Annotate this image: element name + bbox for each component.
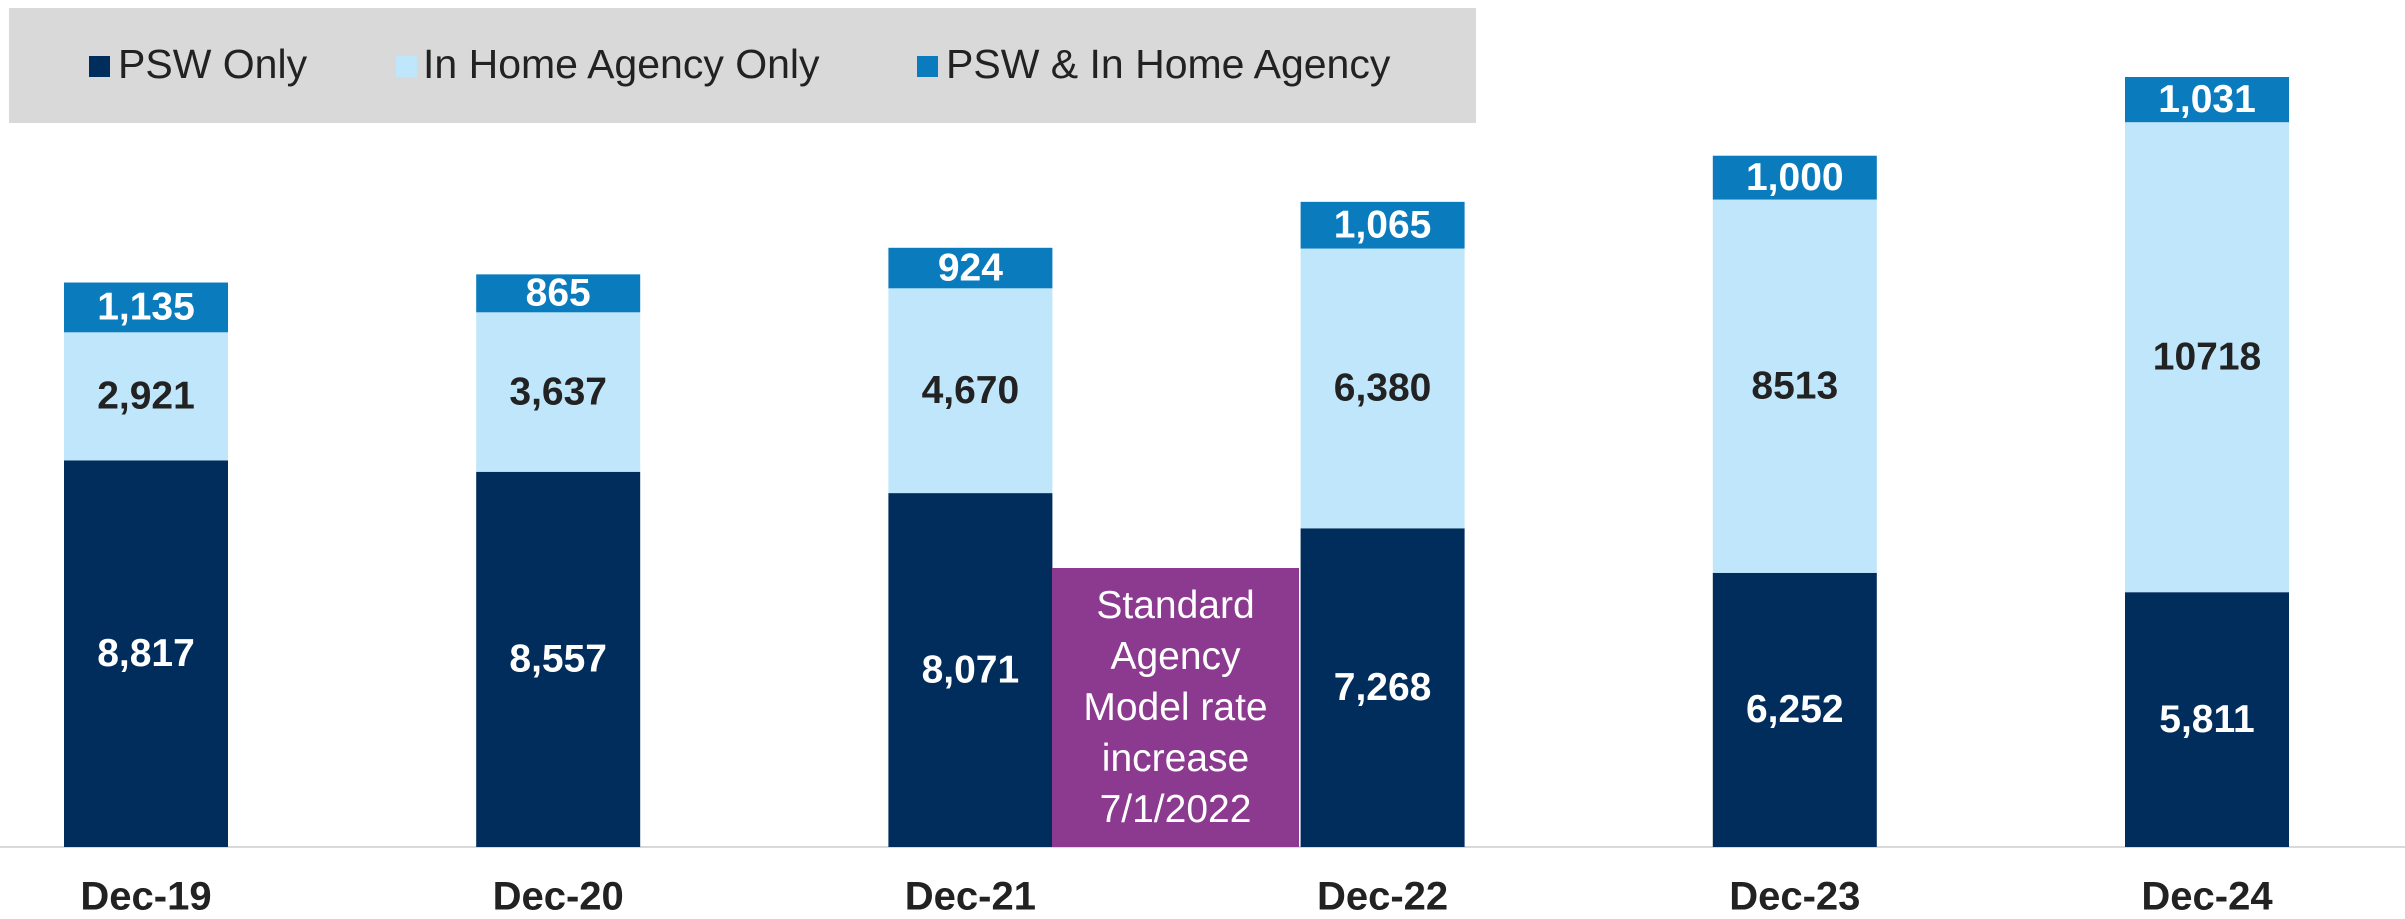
bar-segment [888, 288, 1053, 494]
legend-label: PSW & In Home Agency [946, 41, 1391, 87]
value-label: 2,921 [97, 375, 195, 418]
value-label: 8513 [1751, 365, 1838, 408]
bar-segment [888, 247, 1053, 289]
bar-segment [2125, 592, 2289, 847]
bar-segment [1712, 155, 1877, 200]
x-tick-label: Dec-20 [493, 875, 624, 919]
bar-segment [1300, 248, 1465, 529]
value-label: 1,065 [1334, 203, 1432, 246]
value-label: 10718 [2153, 335, 2261, 378]
value-label: 1,000 [1746, 156, 1844, 199]
value-label: 5,811 [2159, 698, 2254, 741]
value-label: 7,268 [1334, 666, 1432, 709]
value-label: 1,135 [97, 286, 195, 329]
bar-segment [64, 282, 228, 333]
bar-segment [1300, 201, 1465, 249]
value-label: 3,637 [509, 370, 607, 413]
bar-segment [1300, 528, 1465, 847]
bar-segment [2125, 122, 2289, 593]
legend-box [9, 8, 1476, 123]
bar-segment [64, 460, 228, 847]
x-tick-label: Dec-22 [1317, 875, 1448, 919]
value-label: 1,031 [2158, 78, 2256, 121]
bar-segment [2125, 77, 2289, 123]
x-tick-label: Dec-19 [80, 875, 211, 919]
legend-swatch [917, 56, 938, 77]
annotation: Standard Agency Model rate increase 7/1/… [1052, 568, 1299, 847]
x-tick-label: Dec-23 [1729, 875, 1860, 919]
bar-segment [1712, 199, 1877, 573]
value-label: 8,557 [509, 638, 607, 681]
value-label: 924 [938, 246, 1003, 289]
legend-swatch [396, 56, 417, 77]
x-tick-label: Dec-24 [2141, 875, 2273, 919]
bar-segment [1712, 572, 1877, 847]
value-label: 865 [526, 272, 591, 315]
legend-label: In Home Agency Only [423, 41, 820, 87]
bar-segment [64, 332, 228, 461]
value-label: 4,670 [922, 369, 1020, 412]
x-tick-label: Dec-21 [905, 875, 1036, 919]
value-label: 6,380 [1334, 367, 1432, 410]
value-label: 8,071 [922, 648, 1020, 691]
value-label: 8,817 [97, 632, 195, 675]
legend-label: PSW Only [118, 41, 308, 87]
bar-segment [476, 274, 641, 313]
bar-segment [888, 493, 1053, 847]
bar-segment [476, 312, 641, 472]
legend-swatch [89, 56, 110, 77]
value-label: 6,252 [1746, 688, 1844, 731]
bar-segment [476, 471, 641, 847]
